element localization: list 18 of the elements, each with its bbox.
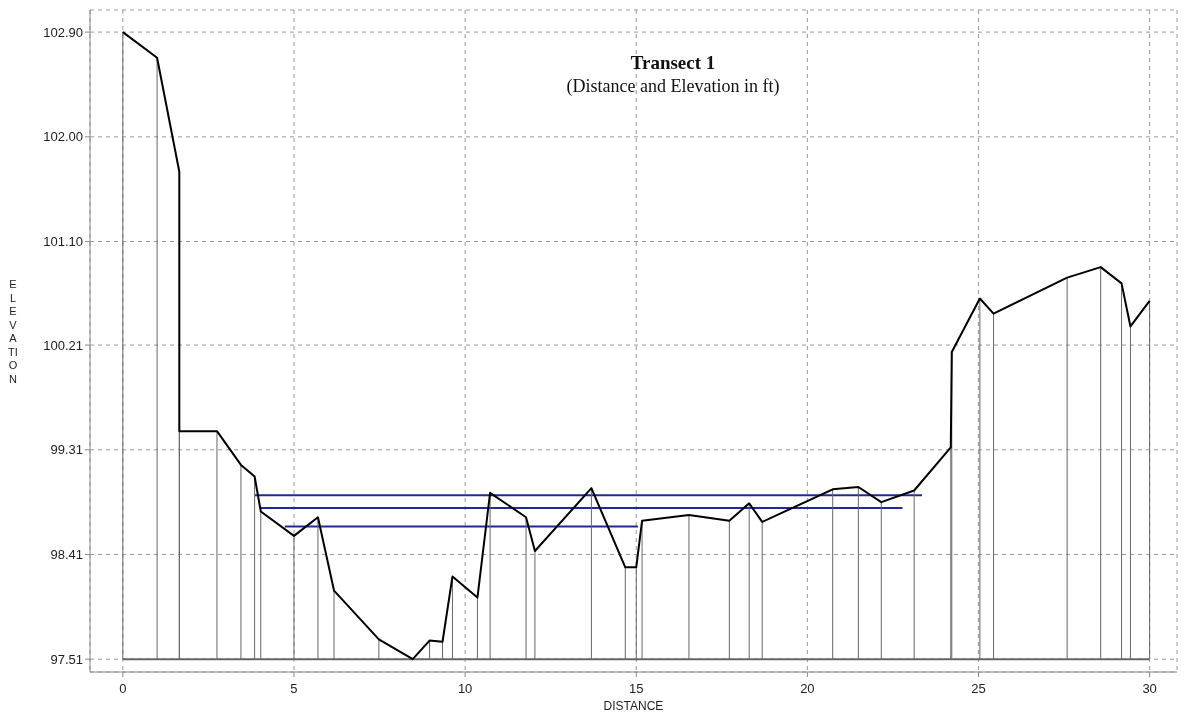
x-tick-label: 0 xyxy=(119,681,127,696)
y-tick-label: 97.51 xyxy=(50,651,83,667)
y-axis-title: ELEVATION xyxy=(8,278,18,386)
y-tick-label: 101.10 xyxy=(43,234,83,250)
x-tick-label: 15 xyxy=(629,681,644,696)
y-tick-label: 102.00 xyxy=(43,129,83,145)
y-tick-label: 100.21 xyxy=(43,337,83,353)
y-tick-label: 102.90 xyxy=(43,24,83,40)
x-tick-label: 25 xyxy=(971,681,986,696)
y-tick-label: 99.31 xyxy=(50,442,83,458)
x-tick-label: 30 xyxy=(1142,681,1157,696)
x-axis-title: DISTANCE xyxy=(602,699,665,713)
x-tick-label: 20 xyxy=(800,681,815,696)
text: (Distance and Elevation in ft) xyxy=(565,76,781,97)
x-tick-label: 5 xyxy=(290,681,298,696)
x-tick-label: 10 xyxy=(457,681,473,696)
y-tick-label: 98.41 xyxy=(50,547,83,563)
text: Transect 1 xyxy=(629,52,717,74)
